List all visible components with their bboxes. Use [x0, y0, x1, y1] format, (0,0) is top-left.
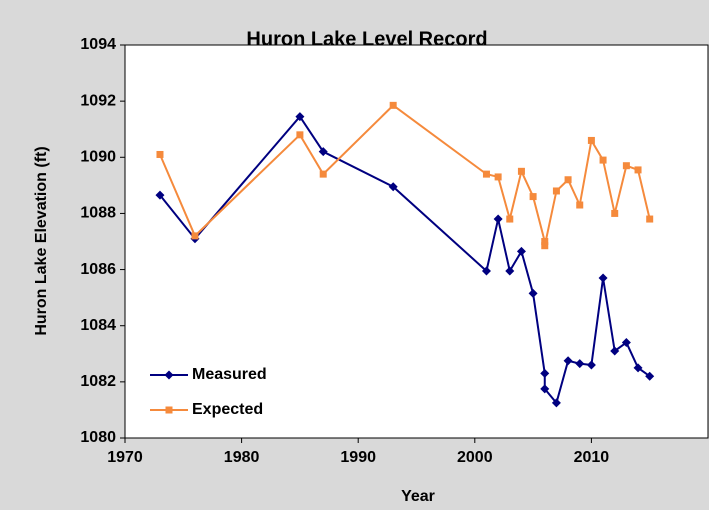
marker [551, 398, 561, 408]
marker [541, 242, 549, 250]
y-tick-label: 1088 [80, 205, 116, 222]
marker [563, 356, 573, 366]
marker [165, 406, 173, 414]
marker [389, 101, 397, 109]
marker [576, 201, 584, 209]
marker [621, 338, 631, 348]
marker [493, 214, 503, 224]
y-tick-label: 1086 [80, 261, 116, 278]
x-tick-label: 2010 [574, 449, 610, 466]
marker [622, 162, 630, 170]
x-tick-label: 1990 [340, 449, 376, 466]
marker [517, 167, 525, 175]
marker [634, 166, 642, 174]
y-tick-label: 1094 [80, 36, 116, 53]
marker [529, 193, 537, 201]
y-axis-label: Huron Lake Elevation (ft) [33, 146, 50, 335]
y-tick-label: 1090 [80, 149, 116, 166]
y-tick-label: 1080 [80, 429, 116, 446]
marker [646, 215, 654, 223]
marker [505, 266, 515, 276]
marker [191, 232, 199, 240]
x-tick-label: 1970 [107, 449, 143, 466]
legend-label: Measured [192, 366, 267, 383]
marker [295, 112, 305, 122]
marker [610, 346, 620, 356]
plot-area [124, 44, 709, 439]
marker [155, 190, 165, 200]
marker [633, 363, 643, 373]
marker [552, 187, 560, 195]
marker [540, 368, 550, 378]
marker [528, 288, 538, 298]
marker [481, 266, 491, 276]
marker [506, 215, 514, 223]
legend-label: Expected [192, 401, 263, 418]
chart-title: Huron Lake Level Record [246, 28, 487, 50]
marker [541, 238, 549, 245]
marker [319, 170, 327, 178]
marker [156, 150, 164, 158]
marker [598, 273, 608, 283]
marker [645, 371, 655, 381]
marker [540, 384, 550, 394]
marker [587, 136, 595, 144]
marker [296, 131, 304, 139]
marker [388, 182, 398, 192]
x-tick-label: 1980 [224, 449, 260, 466]
marker [516, 246, 526, 256]
marker [564, 176, 572, 184]
y-tick-label: 1092 [80, 92, 116, 109]
marker [611, 209, 619, 217]
y-tick-label: 1084 [80, 317, 116, 334]
y-tick-label: 1082 [80, 373, 116, 390]
marker [164, 370, 174, 380]
marker [494, 173, 502, 181]
x-tick-label: 2000 [457, 449, 493, 466]
marker [599, 156, 607, 164]
marker [586, 360, 596, 370]
marker [318, 147, 328, 157]
marker [482, 170, 490, 178]
x-axis-label: Year [401, 488, 435, 505]
marker [575, 359, 585, 369]
